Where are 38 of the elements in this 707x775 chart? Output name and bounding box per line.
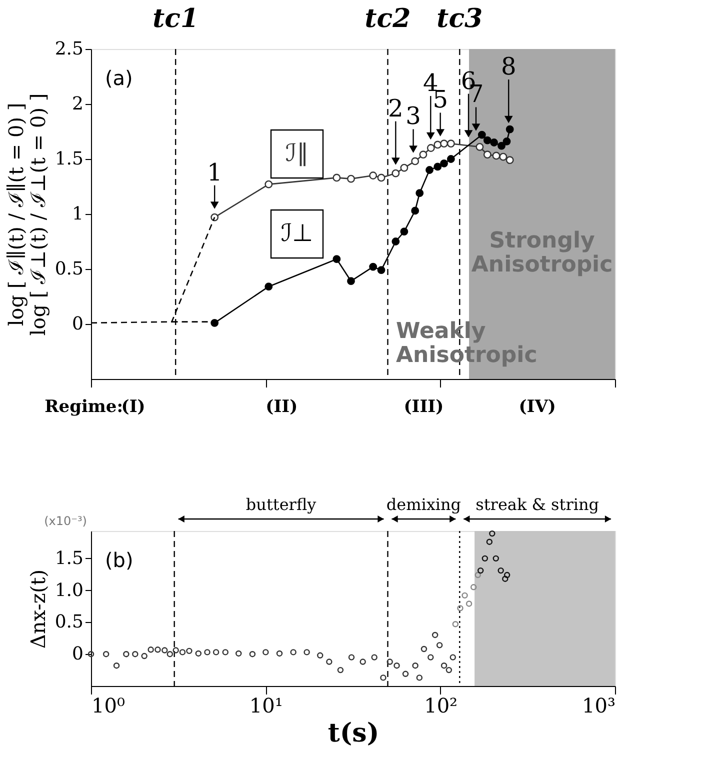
x-tick-label: 10² — [424, 694, 458, 718]
x-tick-label: 10⁰ — [92, 694, 125, 718]
text: log [ ℐ∥(t) / ℐ∥(t = 0) ] — [4, 102, 28, 326]
annotation: 3 — [406, 102, 421, 130]
y-tick-label: 0 — [72, 314, 84, 334]
text: (II) — [266, 397, 298, 417]
ref-line-label: tc2 — [364, 4, 411, 34]
y-tick-label: 1 — [72, 204, 84, 224]
series-label: ℐ∥ — [285, 139, 309, 167]
y-tick-label: 1.5 — [54, 548, 84, 569]
x-tick-label: 10¹ — [249, 694, 283, 718]
x-tick-label: 10³ — [582, 694, 616, 718]
x-axis-title: t(s) — [328, 718, 380, 748]
band-label: Strongly Anisotropic — [471, 228, 613, 278]
y-tick-label: 2.5 — [54, 38, 84, 60]
text: (I) — [121, 397, 146, 417]
annotation: 1 — [206, 158, 222, 186]
text: Regime: — [44, 397, 123, 417]
annotation: (b) — [105, 548, 134, 572]
y-tick-label: 0 — [72, 644, 84, 665]
y-tick-label: 1.0 — [54, 580, 84, 601]
series-label: ℐ⊥ — [280, 219, 314, 247]
text: (IV) — [518, 397, 556, 417]
annotation: 8 — [500, 52, 516, 80]
ref-line-label: tc1 — [152, 4, 199, 34]
annotation: 2 — [388, 94, 404, 122]
text: (x10⁻³) — [44, 514, 87, 528]
text: streak & string — [476, 495, 600, 514]
ref-line-label: tc3 — [436, 4, 483, 34]
y-tick-label: 2 — [72, 94, 84, 114]
text: demixing — [386, 495, 462, 514]
y-tick-label: 0.5 — [54, 612, 84, 633]
y-axis-title: Δnx-z(t) — [26, 569, 50, 649]
annotation: (a) — [105, 66, 133, 90]
y-tick-label: 1.5 — [54, 148, 84, 170]
y-tick-label: 0.5 — [54, 258, 84, 280]
text: (III) — [404, 397, 444, 417]
text: butterfly — [246, 495, 316, 514]
